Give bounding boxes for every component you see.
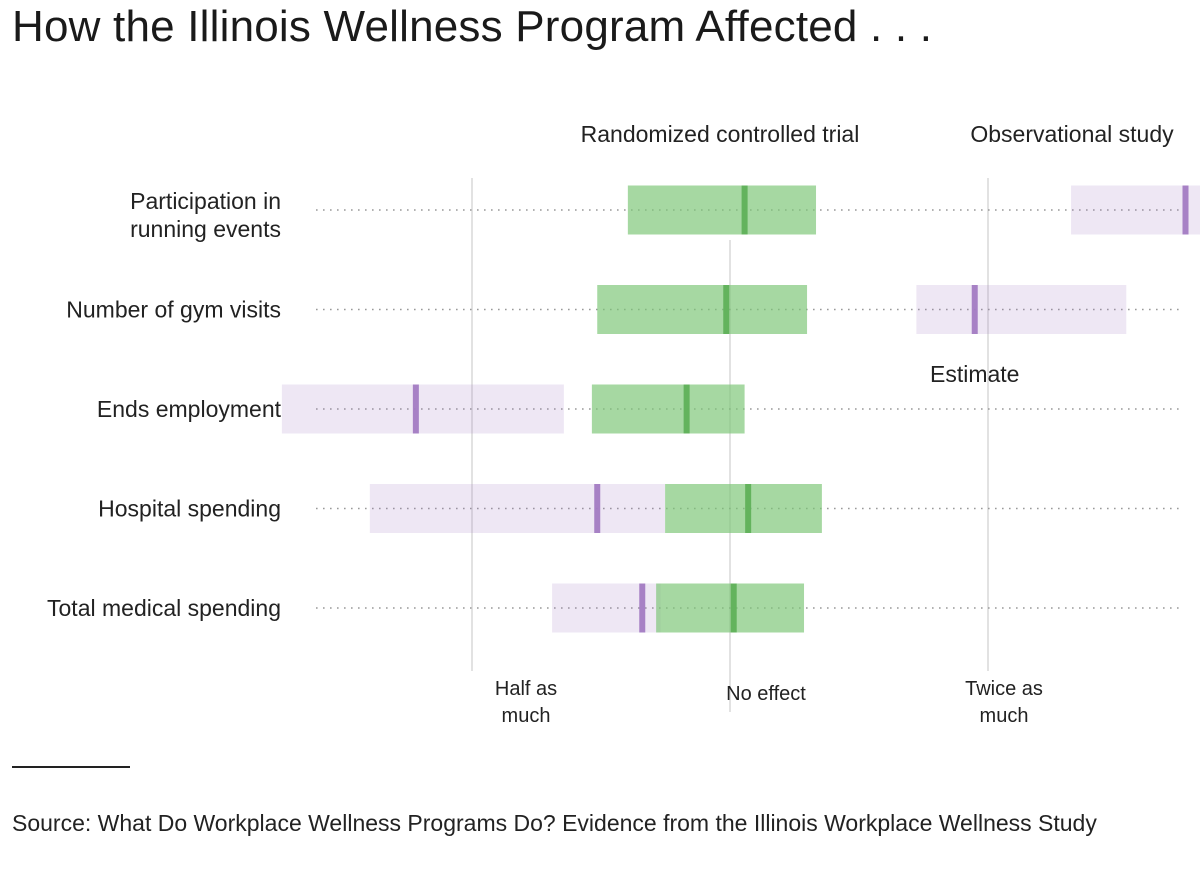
rct-interval — [656, 583, 805, 633]
row-label: Total medical spending — [47, 595, 281, 621]
rct-interval — [591, 384, 745, 434]
row-label: Hospital spending — [98, 496, 281, 522]
rct-estimate-mark — [730, 583, 737, 633]
observational-estimate-mark — [594, 484, 601, 533]
chart-title: How the Illinois Wellness Program Affect… — [12, 2, 933, 51]
source-note: Source: What Do Workplace Wellness Progr… — [12, 810, 1097, 836]
footer-divider — [12, 766, 130, 768]
observational-estimate-mark — [412, 384, 419, 434]
observational-interval — [1071, 185, 1200, 235]
row-label: Number of gym visits — [66, 297, 281, 323]
rct-estimate-mark — [683, 384, 690, 434]
interval-chart: Randomized controlled trial Observational… — [47, 121, 1200, 727]
observational-interval — [369, 484, 666, 533]
rct-interval — [597, 285, 808, 334]
rct-interval — [665, 484, 822, 533]
row-label: Participation in — [130, 188, 281, 214]
observational-interval — [281, 384, 564, 434]
observational-interval — [916, 285, 1127, 334]
x-tick-label: No effect — [726, 683, 806, 705]
observational-estimate-mark — [971, 285, 978, 334]
estimate-annotation: Estimate — [930, 361, 1019, 387]
rct-estimate-mark — [723, 285, 730, 334]
x-tick-label: Twice as much — [965, 678, 1043, 727]
row-label: Ends employment — [97, 396, 282, 422]
legend-observational-label: Observational study — [970, 121, 1174, 147]
legend-rct-label: Randomized controlled trial — [581, 121, 860, 147]
x-tick-label: Half as much — [495, 678, 557, 727]
rct-estimate-mark — [741, 185, 748, 235]
observational-estimate-mark — [1182, 185, 1189, 235]
row-label: running events — [130, 216, 281, 242]
observational-estimate-mark — [639, 583, 646, 633]
rct-interval — [627, 185, 817, 235]
rct-estimate-mark — [745, 484, 752, 533]
